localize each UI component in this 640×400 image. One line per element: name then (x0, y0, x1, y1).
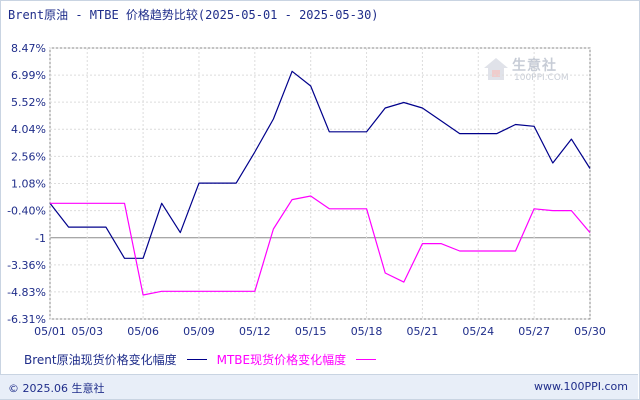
chart-title: Brent原油 - MTBE 价格趋势比较(2025-05-01 - 2025-… (8, 8, 379, 22)
legend-label-mtbe: MTBE现货价格变化幅度 (216, 353, 347, 367)
site-url-link[interactable]: www.100PPI.com (534, 380, 628, 393)
x-tick-label: 05/03 (71, 325, 103, 338)
y-tick-label: -4.83% (7, 286, 46, 299)
x-tick-label: 05/24 (462, 325, 494, 338)
copyright-text: © 2025.06 生意社 (8, 382, 105, 395)
chart-legend: Brent原油现货价格变化幅度 MTBE现货价格变化幅度 (24, 351, 386, 368)
legend-label-brent: Brent原油现货价格变化幅度 (24, 353, 177, 367)
y-axis-ticks: 8.47% 6.99% 5.52% 4.04% 2.56% 1.08% -0.40% -1 -3… (7, 42, 46, 326)
y-tick-label: 8.47% (11, 42, 46, 55)
y-tick-label: 2.56% (11, 150, 46, 163)
y-tick-label: -1 (35, 232, 46, 245)
house-icon (484, 58, 508, 80)
x-tick-label: 05/21 (407, 325, 439, 338)
x-tick-label: 05/09 (183, 325, 215, 338)
x-tick-label: 05/30 (574, 325, 606, 338)
x-tick-label: 05/12 (239, 325, 271, 338)
y-tick-label: -3.36% (7, 259, 46, 272)
footer-bar: © 2025.06 生意社 www.100PPI.com (0, 374, 638, 399)
y-tick-label: 4.04% (11, 123, 46, 136)
y-tick-label: 1.08% (11, 178, 46, 191)
series-line-mtbe (50, 195, 591, 296)
legend-item-mtbe: MTBE现货价格变化幅度 (217, 351, 377, 368)
series-layer (49, 70, 591, 296)
legend-swatch-brent (186, 359, 207, 360)
x-tick-label: 05/06 (127, 325, 159, 338)
x-tick-label: 05/15 (295, 325, 327, 338)
y-tick-label: 6.99% (11, 69, 46, 82)
x-tick-label: 05/27 (518, 325, 550, 338)
x-tick-label: 05/18 (351, 325, 383, 338)
y-tick-label: 5.52% (11, 96, 46, 109)
watermark-domain: 100PPI.COM (514, 73, 569, 83)
y-tick-label: -6.31% (7, 313, 46, 326)
x-tick-label: 05/01 (34, 325, 66, 338)
y-tick-label: -0.40% (7, 205, 46, 218)
series-line-brent (49, 70, 591, 259)
x-axis-ticks: 05/01 05/03 05/06 05/09 05/12 05/15 05/18 05/21… (34, 325, 606, 338)
grid-layer (49, 47, 591, 320)
legend-swatch-mtbe (356, 359, 377, 360)
legend-item-brent: Brent原油现货价格变化幅度 (24, 351, 207, 368)
